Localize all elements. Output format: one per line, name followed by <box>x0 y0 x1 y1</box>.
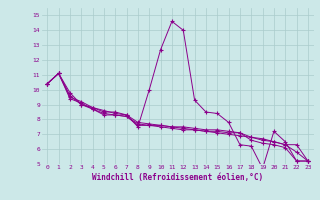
X-axis label: Windchill (Refroidissement éolien,°C): Windchill (Refroidissement éolien,°C) <box>92 173 263 182</box>
